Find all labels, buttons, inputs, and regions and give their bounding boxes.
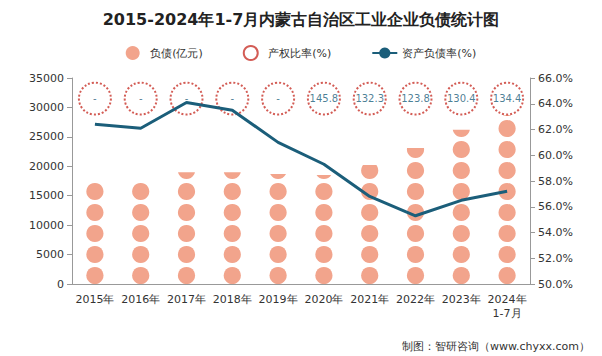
svg-text:123.8: 123.8 <box>401 93 430 104</box>
svg-text:130.4: 130.4 <box>447 93 476 104</box>
svg-text:30000: 30000 <box>29 101 64 114</box>
svg-text:60.0%: 60.0% <box>538 149 573 162</box>
svg-text:0: 0 <box>57 278 64 291</box>
svg-text:2020年: 2020年 <box>304 293 343 306</box>
svg-text:58.0%: 58.0% <box>538 175 573 188</box>
svg-text:50.0%: 50.0% <box>538 278 573 291</box>
svg-text:产权比率(%): 产权比率(%) <box>268 47 331 60</box>
svg-text:2018年: 2018年 <box>213 293 252 306</box>
svg-text:2017年: 2017年 <box>167 293 206 306</box>
svg-text:2024年: 2024年 <box>488 293 527 306</box>
svg-text:15000: 15000 <box>29 189 64 202</box>
svg-text:64.0%: 64.0% <box>538 97 573 110</box>
svg-text:10000: 10000 <box>29 219 64 232</box>
svg-text:2021年: 2021年 <box>350 293 389 306</box>
svg-text:56.0%: 56.0% <box>538 200 573 213</box>
svg-text:25000: 25000 <box>29 130 64 143</box>
svg-text:20000: 20000 <box>29 160 64 173</box>
svg-text:2019年: 2019年 <box>259 293 298 306</box>
svg-text:132.3: 132.3 <box>355 93 384 104</box>
svg-text:2015年: 2015年 <box>75 293 114 306</box>
svg-text:-: - <box>93 93 97 104</box>
svg-text:-: - <box>230 93 234 104</box>
svg-text:-: - <box>276 93 280 104</box>
svg-text:66.0%: 66.0% <box>538 72 573 85</box>
svg-text:62.0%: 62.0% <box>538 123 573 136</box>
svg-text:134.4: 134.4 <box>493 93 522 104</box>
svg-text:1-7月: 1-7月 <box>493 307 522 320</box>
svg-text:35000: 35000 <box>29 72 64 85</box>
svg-text:54.0%: 54.0% <box>538 226 573 239</box>
svg-text:2015-2024年1-7月内蒙古自治区工业企业负债统计图: 2015-2024年1-7月内蒙古自治区工业企业负债统计图 <box>103 10 500 29</box>
svg-text:2023年: 2023年 <box>442 293 481 306</box>
svg-text:负债(亿元): 负债(亿元) <box>150 47 203 60</box>
svg-text:52.0%: 52.0% <box>538 252 573 265</box>
svg-text:5000: 5000 <box>36 248 64 261</box>
svg-text:制图：智研咨询（www.chyxx.com）: 制图：智研咨询（www.chyxx.com） <box>402 340 590 353</box>
svg-text:145.8: 145.8 <box>310 93 339 104</box>
svg-text:2022年: 2022年 <box>396 293 435 306</box>
svg-text:2016年: 2016年 <box>121 293 160 306</box>
svg-text:资产负债率(%): 资产负债率(%) <box>402 47 476 60</box>
svg-text:-: - <box>139 93 143 104</box>
